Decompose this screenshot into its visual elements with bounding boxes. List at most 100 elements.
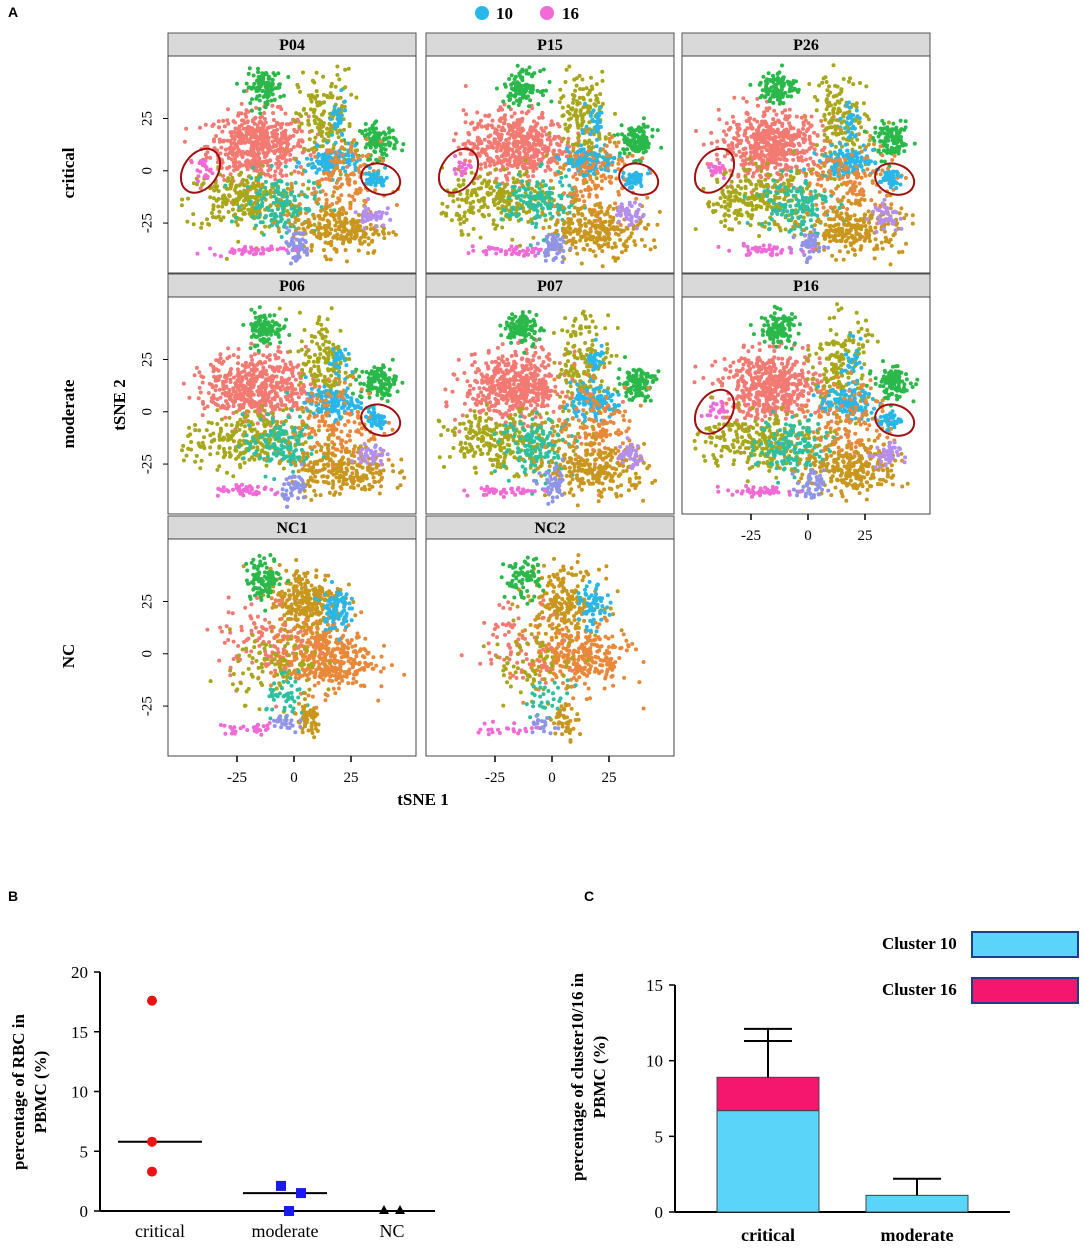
cell-point xyxy=(341,165,346,170)
cell-point xyxy=(528,205,533,209)
cell-point xyxy=(769,148,774,153)
cell-point xyxy=(253,157,258,162)
cell-point xyxy=(378,156,383,160)
cell-point xyxy=(762,201,767,206)
cell-point xyxy=(350,194,355,199)
cell-point xyxy=(259,145,264,150)
cell-point xyxy=(517,187,522,192)
cell-point xyxy=(590,117,595,122)
cell-point xyxy=(515,141,520,146)
cell-point xyxy=(237,205,242,210)
cell-point xyxy=(788,142,793,147)
cell-point xyxy=(262,195,267,200)
cell-point xyxy=(564,235,569,240)
cell-point xyxy=(457,204,462,209)
cell-point xyxy=(269,244,274,249)
cell-point xyxy=(591,249,596,254)
cell-point xyxy=(729,179,734,184)
cell-point xyxy=(329,84,334,89)
cell-point xyxy=(727,204,732,209)
cell-point xyxy=(633,242,638,247)
cell-point xyxy=(258,111,263,116)
cell-point xyxy=(576,218,581,223)
cell-point xyxy=(353,143,358,148)
cell-point xyxy=(485,205,490,210)
cell-point xyxy=(229,141,234,146)
cell-point xyxy=(347,124,352,129)
cell-point xyxy=(281,208,286,213)
cell-point xyxy=(567,167,571,172)
cell-point xyxy=(240,191,245,196)
cell-point xyxy=(536,102,541,107)
cell-point xyxy=(294,164,299,169)
cell-point xyxy=(577,73,582,78)
cell-point xyxy=(314,70,319,75)
cell-point xyxy=(538,143,543,148)
cell-point xyxy=(269,163,274,168)
cell-point xyxy=(765,165,770,169)
cell-point xyxy=(333,228,338,233)
cell-point xyxy=(281,93,286,98)
cell-point xyxy=(773,144,778,149)
cell-point xyxy=(720,190,725,195)
cell-point xyxy=(191,181,196,186)
cell-point xyxy=(554,154,559,159)
cell-point xyxy=(339,193,344,198)
y-tick-label: 25 xyxy=(139,111,155,126)
cell-point xyxy=(485,144,490,149)
cell-point xyxy=(600,69,605,74)
cell-point xyxy=(288,158,293,162)
cell-point xyxy=(271,118,276,122)
cell-point xyxy=(616,140,621,145)
cell-point xyxy=(770,156,775,161)
cell-point xyxy=(573,88,578,93)
cell-point xyxy=(240,135,245,140)
cell-point xyxy=(532,194,537,199)
cell-point xyxy=(468,205,473,210)
cell-point xyxy=(263,224,267,229)
cell-point xyxy=(561,166,566,171)
cell-point xyxy=(570,107,574,112)
cell-point xyxy=(310,161,315,166)
cell-point xyxy=(594,119,599,124)
cell-point xyxy=(378,143,382,148)
cell-point xyxy=(320,189,325,194)
cell-point xyxy=(362,198,367,203)
cell-point xyxy=(349,145,354,150)
cell-point xyxy=(514,92,518,97)
cell-point xyxy=(276,204,281,209)
cell-point xyxy=(743,184,748,189)
cell-point xyxy=(274,161,279,166)
cell-point xyxy=(311,213,316,218)
cell-point xyxy=(469,170,474,175)
cell-point xyxy=(716,202,720,207)
cell-point xyxy=(208,155,213,160)
cell-point xyxy=(268,146,273,151)
cell-point xyxy=(541,67,546,72)
cell-point xyxy=(340,145,345,150)
cell-point xyxy=(576,123,581,128)
cell-point xyxy=(330,132,334,137)
cell-point xyxy=(515,63,520,68)
cell-point xyxy=(735,130,740,135)
cell-point xyxy=(779,147,783,152)
cell-point xyxy=(585,230,590,235)
cell-point xyxy=(824,80,829,84)
cell-point xyxy=(260,138,265,143)
cell-point xyxy=(571,100,575,105)
cell-point xyxy=(565,129,570,133)
cell-point xyxy=(573,110,578,115)
cell-point xyxy=(309,99,314,104)
cell-point xyxy=(273,177,278,182)
cell-point xyxy=(239,170,244,175)
cell-point xyxy=(318,126,322,131)
cell-point xyxy=(458,216,463,221)
cell-point xyxy=(530,72,535,77)
cell-point xyxy=(496,124,501,129)
cell-point xyxy=(886,120,891,125)
cell-point xyxy=(595,137,599,142)
cell-point xyxy=(222,124,227,129)
cell-point xyxy=(524,68,529,73)
cell-point xyxy=(366,251,371,256)
cell-point xyxy=(595,96,599,101)
